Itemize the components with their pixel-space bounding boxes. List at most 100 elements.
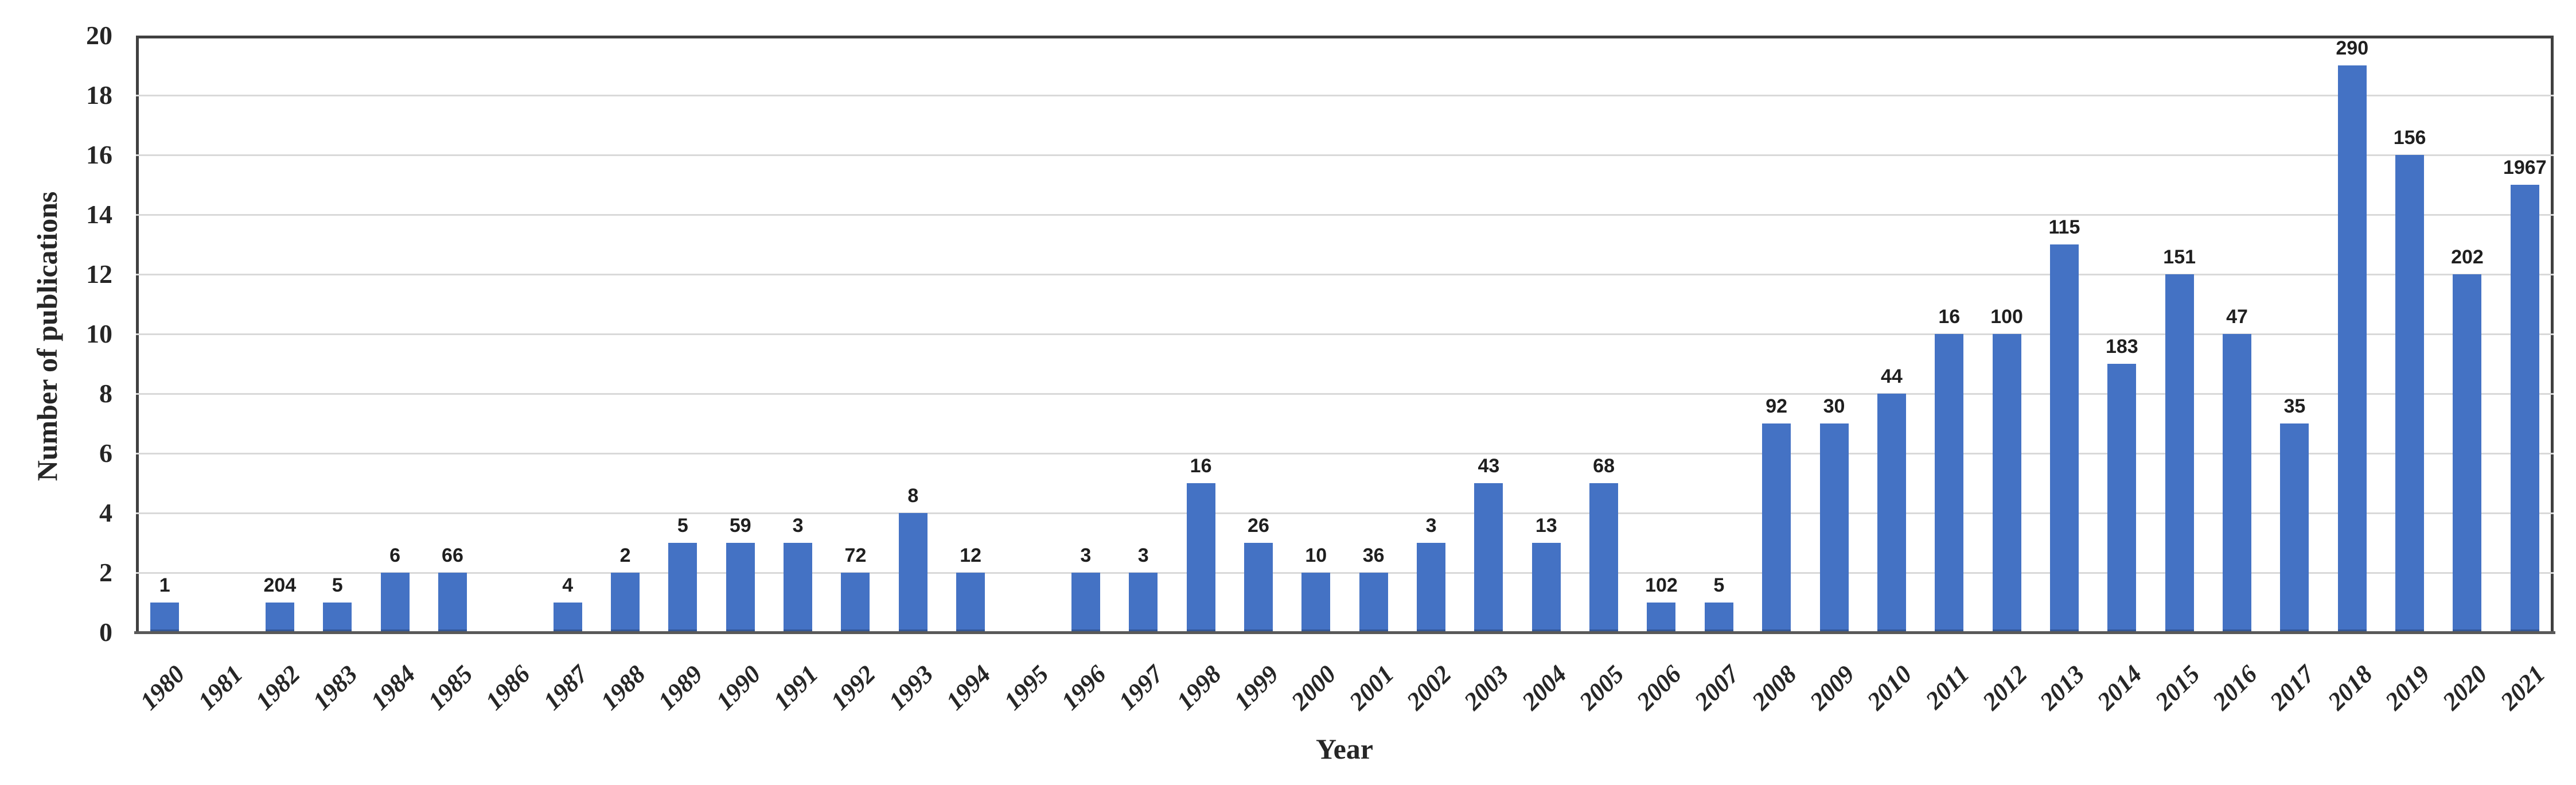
bar-2008: [1762, 423, 1791, 632]
bar-value-label-1985: 66: [442, 545, 463, 566]
bar-value-label-2009: 30: [1823, 395, 1845, 417]
y-tick-label: 12: [86, 259, 112, 289]
gridline-y-6: [136, 453, 2554, 454]
bar-value-label-1994: 12: [960, 545, 982, 566]
bar-value-label-2015: 151: [2163, 246, 2196, 268]
bar-2019: [2395, 155, 2425, 632]
bar-1994: [956, 573, 985, 632]
bar-value-label-2020: 202: [2451, 246, 2484, 268]
bar-2017: [2280, 423, 2309, 632]
y-tick-label: 16: [86, 140, 112, 169]
y-tick-label: 6: [99, 438, 112, 468]
gridline-y-16: [136, 154, 2554, 156]
y-tick-label: 10: [86, 319, 112, 348]
y-tick-label: 2: [99, 558, 112, 587]
bar-value-label-1989: 5: [677, 515, 688, 537]
bar-2005: [1589, 483, 1619, 632]
bar-value-label-1984: 6: [389, 545, 401, 566]
gridline-y-10: [136, 333, 2554, 335]
y-tick-label: 4: [99, 498, 112, 527]
bar-2018: [2337, 65, 2367, 632]
bar-value-label-2003: 43: [1478, 455, 1500, 477]
bar-2003: [1474, 483, 1503, 632]
gridline-y-14: [136, 214, 2554, 216]
bar-value-label-1997: 3: [1137, 545, 1149, 566]
bar-value-label-2001: 36: [1362, 545, 1385, 566]
bar-value-label-2010: 44: [1880, 366, 1903, 387]
bar-2014: [2107, 364, 2137, 632]
bar-2009: [1819, 423, 1849, 632]
bar-value-label-1990: 59: [729, 515, 751, 537]
bar-value-label-2013: 115: [2048, 216, 2080, 238]
bar-2020: [2453, 274, 2482, 632]
bar-value-label-2017: 35: [2283, 395, 2306, 417]
y-tick-label: 0: [99, 617, 112, 647]
bar-value-label-2002: 3: [1425, 515, 1437, 537]
bar-value-label-2007: 5: [1713, 574, 1725, 596]
bar-value-label-2008: 92: [1766, 395, 1788, 417]
bar-2012: [1992, 334, 2021, 632]
bar-value-label-1999: 26: [1248, 515, 1269, 537]
bar-2000: [1301, 573, 1331, 632]
bar-2004: [1531, 543, 1561, 632]
bar-2015: [2165, 274, 2194, 632]
bar-2001: [1359, 573, 1388, 632]
bar-2011: [1935, 334, 1964, 632]
y-tick-label: 8: [99, 379, 112, 408]
bar-1987: [553, 603, 582, 632]
bar-1992: [841, 573, 870, 632]
bar-value-label-2018: 290: [2336, 37, 2369, 59]
bar-1980: [150, 603, 180, 632]
bar-2006: [1647, 603, 1676, 632]
bar-value-label-2021: 1967: [2503, 157, 2547, 178]
bar-value-label-2004: 13: [1535, 515, 1557, 537]
bar-2010: [1877, 394, 1906, 632]
y-tick-label: 20: [86, 21, 112, 50]
bar-1982: [265, 603, 294, 632]
bar-value-label-2005: 68: [1593, 455, 1615, 477]
bar-2016: [2223, 334, 2252, 632]
bar-value-label-2006: 102: [1645, 574, 1678, 596]
bar-1983: [323, 603, 352, 632]
bar-value-label-1998: 16: [1190, 455, 1212, 477]
bar-1998: [1186, 483, 1215, 632]
bar-value-label-2016: 47: [2226, 306, 2248, 328]
bar-value-label-2000: 10: [1305, 545, 1327, 566]
bar-2013: [2049, 244, 2079, 632]
y-tick-label: 14: [86, 200, 112, 229]
y-tick-label: 18: [86, 80, 112, 110]
bar-value-label-2011: 16: [1938, 306, 1961, 328]
bar-1990: [726, 543, 755, 632]
gridline-y-18: [136, 95, 2554, 96]
bar-1984: [380, 573, 410, 632]
bar-1988: [611, 573, 640, 632]
bar-2007: [1704, 603, 1733, 632]
gridline-y-2: [136, 572, 2554, 574]
gridline-y-4: [136, 512, 2554, 514]
x-axis-line: [134, 631, 2555, 634]
bar-value-label-1980: 1: [159, 574, 170, 596]
gridline-y-12: [136, 274, 2554, 275]
bar-value-label-1993: 8: [907, 485, 919, 507]
bar-1999: [1244, 543, 1273, 632]
bar-value-label-1983: 5: [332, 574, 343, 596]
bar-value-label-2019: 156: [2393, 127, 2426, 149]
bar-value-label-1987: 4: [562, 574, 574, 596]
bar-1996: [1071, 573, 1100, 632]
bar-1989: [668, 543, 697, 632]
bar-1997: [1129, 573, 1158, 632]
bar-1985: [438, 573, 467, 632]
bar-1991: [784, 543, 813, 632]
bar-value-label-1982: 204: [263, 574, 297, 596]
bar-value-label-1991: 3: [792, 515, 804, 537]
gridline-y-8: [136, 393, 2554, 395]
bar-1993: [898, 513, 927, 632]
bar-2002: [1417, 543, 1446, 632]
bar-value-label-2012: 100: [1990, 306, 2023, 328]
bar-2021: [2510, 185, 2539, 632]
x-axis-title: Year: [1316, 733, 1373, 765]
bar-value-label-1996: 3: [1080, 545, 1092, 566]
bar-value-label-2014: 183: [2105, 336, 2138, 357]
bar-value-label-1988: 2: [619, 545, 631, 566]
